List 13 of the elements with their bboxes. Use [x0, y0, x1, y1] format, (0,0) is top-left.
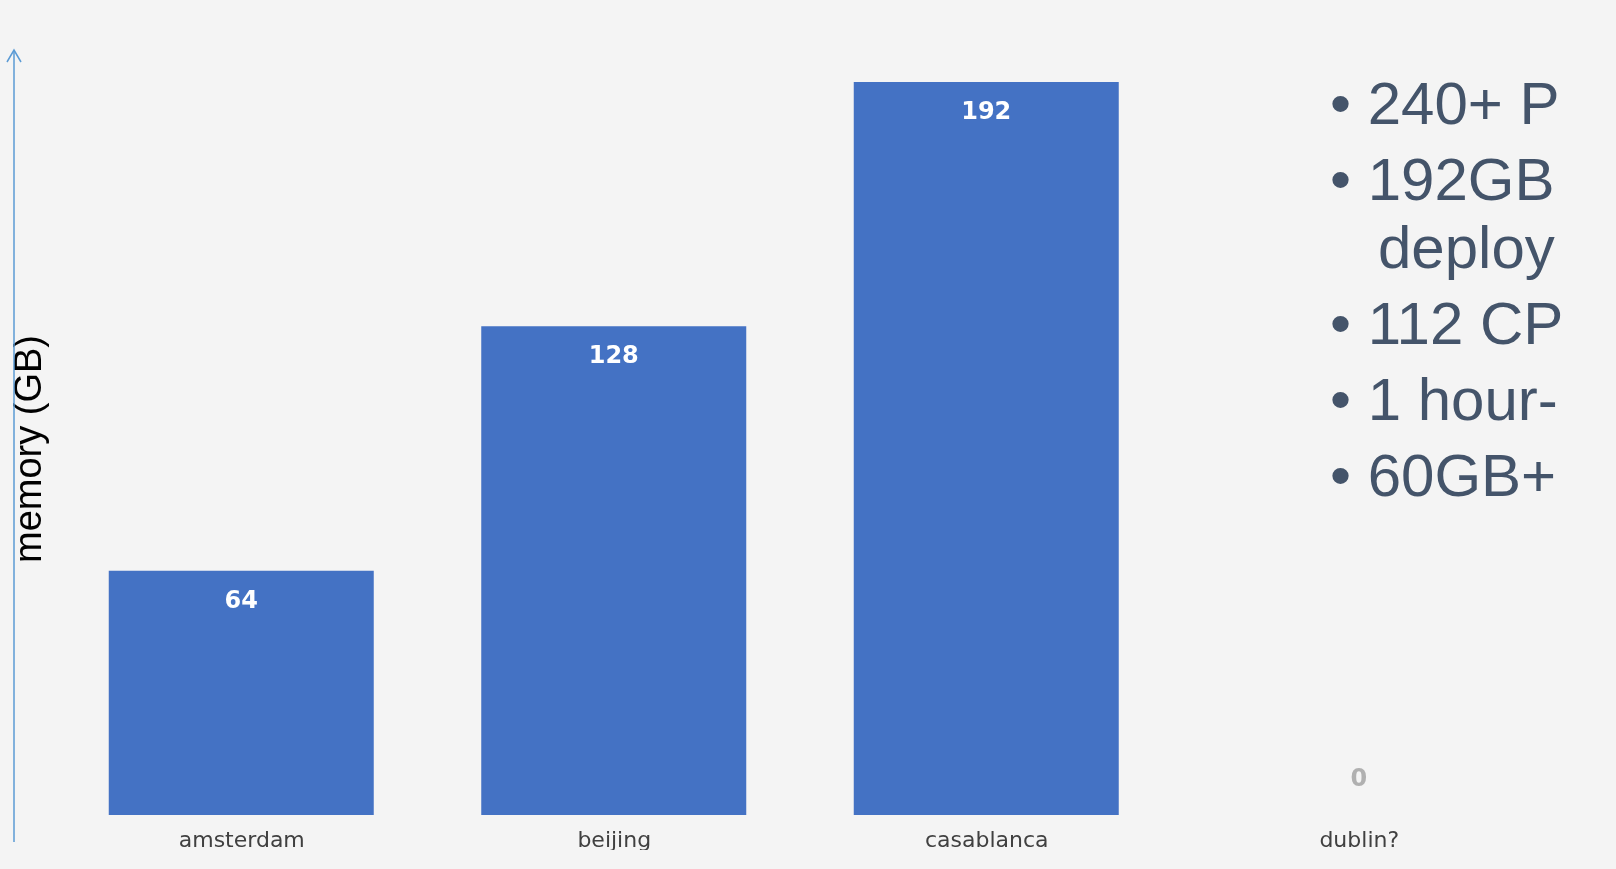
data-label: 64	[224, 585, 258, 614]
y-axis-title: memory (GB)	[6, 335, 49, 563]
x-tick-label: casablanca	[924, 826, 1049, 852]
data-label: 0	[1350, 764, 1368, 792]
x-tick-label: amsterdam	[178, 826, 305, 852]
data-label: 192	[961, 97, 1012, 125]
data-label: 128	[588, 341, 639, 370]
x-tick-label: dublin?	[1319, 826, 1400, 852]
annotation: • 112 CP	[1330, 290, 1565, 358]
annotation: • 60GB+	[1330, 442, 1558, 510]
annotation: • 240+ P	[1330, 70, 1561, 138]
annotation: • 192GB deploy	[1330, 146, 1556, 282]
annotation: • 1 hour-	[1330, 366, 1559, 434]
